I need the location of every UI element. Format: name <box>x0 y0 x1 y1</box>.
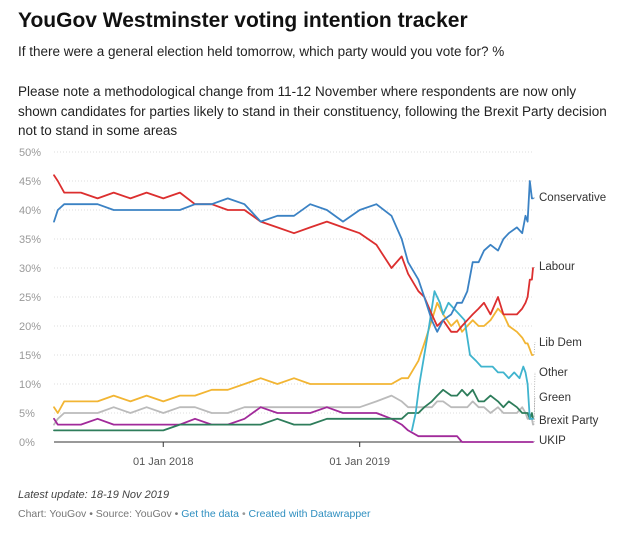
chart-credits: Chart: YouGov • Source: YouGov • Get the… <box>18 508 371 520</box>
y-tick-label: 10% <box>19 379 41 391</box>
y-tick-label: 5% <box>19 408 35 420</box>
series-label-lib-dem: Lib Dem <box>539 337 582 349</box>
label-leader-line <box>533 439 536 443</box>
credit-separator: • <box>241 508 246 520</box>
y-tick-label: 25% <box>19 292 41 304</box>
credit-text: Chart: YouGov • Source: YouGov • <box>18 508 179 520</box>
datawrapper-link[interactable]: Created with Datawrapper <box>248 508 371 520</box>
series-line-labour <box>53 174 534 333</box>
label-leader-line <box>533 418 536 421</box>
line-chart: 0% 5% 10% 15% 20% 25% 30% 35% 40% 45% 50% 01 Jan 20… <box>19 147 606 468</box>
series-label-other: Other <box>539 367 568 379</box>
series-line-lib-dem <box>53 301 534 414</box>
series-line-ukip <box>53 406 534 443</box>
y-tick-label: 50% <box>19 147 41 159</box>
series-label-ukip: UKIP <box>539 435 566 447</box>
y-tick-label: 0% <box>19 437 35 449</box>
label-leader-line <box>533 396 536 419</box>
series-label-labour: Labour <box>539 261 575 273</box>
label-leader-line <box>533 265 536 269</box>
series-label-conservative: Conservative <box>539 192 606 204</box>
methodology-note: Please note a methodological change from… <box>18 84 607 138</box>
series-line-conservative <box>53 180 534 333</box>
series-label-brexit-party: Brexit Party <box>539 415 599 427</box>
x-tick-label: 01 Jan 2019 <box>329 456 390 468</box>
label-leader-line <box>533 196 536 199</box>
chart-title: YouGov Westminster voting intention trac… <box>18 9 468 32</box>
series-line-other <box>53 394 534 426</box>
latest-update: Latest update: 18-19 Nov 2019 <box>18 489 170 501</box>
series-line-green <box>53 388 534 432</box>
get-the-data-link[interactable]: Get the data <box>181 508 240 520</box>
y-tick-label: 45% <box>19 176 41 188</box>
chart-subtitle: If there were a general election held to… <box>18 44 505 59</box>
y-tick-label: 35% <box>19 234 41 246</box>
label-leader-line <box>533 341 536 356</box>
series-line-brexit-party <box>411 290 534 432</box>
y-tick-label: 40% <box>19 205 41 217</box>
y-tick-label: 30% <box>19 263 41 275</box>
y-tick-label: 15% <box>19 350 41 362</box>
series-label-green: Green <box>539 392 571 404</box>
y-tick-label: 20% <box>19 321 41 333</box>
x-tick-label: 01 Jan 2018 <box>133 456 194 468</box>
